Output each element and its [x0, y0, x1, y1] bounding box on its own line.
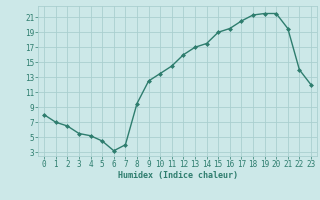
- X-axis label: Humidex (Indice chaleur): Humidex (Indice chaleur): [118, 171, 238, 180]
